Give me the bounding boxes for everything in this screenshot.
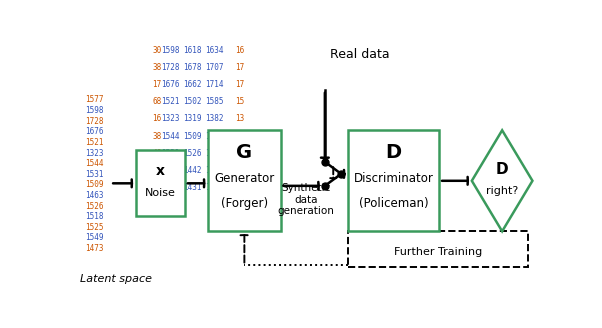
Text: 1676: 1676 <box>161 80 179 89</box>
Text: (Policeman): (Policeman) <box>359 196 429 210</box>
Text: 1519: 1519 <box>205 132 223 140</box>
Text: 16: 16 <box>152 114 161 123</box>
Text: 1526: 1526 <box>85 201 104 211</box>
Text: 1676: 1676 <box>85 127 104 136</box>
Text: 15: 15 <box>235 132 244 140</box>
Text: 1618: 1618 <box>183 46 201 55</box>
Polygon shape <box>472 130 533 231</box>
Text: 17: 17 <box>235 63 244 72</box>
Text: 1521: 1521 <box>161 97 179 106</box>
Text: 1544: 1544 <box>85 159 104 168</box>
Text: 1526: 1526 <box>183 149 201 158</box>
Text: 1714: 1714 <box>205 80 223 89</box>
Text: Generator: Generator <box>214 172 275 185</box>
Text: 17: 17 <box>152 80 161 89</box>
Text: 1473: 1473 <box>85 244 104 253</box>
Text: 1504: 1504 <box>205 166 223 175</box>
Text: 1509: 1509 <box>85 180 104 189</box>
Text: 1509: 1509 <box>183 132 201 140</box>
Text: 1433: 1433 <box>205 183 223 192</box>
Text: 1463: 1463 <box>161 183 179 192</box>
Text: D: D <box>386 143 402 162</box>
Text: Real data: Real data <box>329 48 389 61</box>
Text: (Forger): (Forger) <box>221 196 268 210</box>
Text: 1502: 1502 <box>183 97 201 106</box>
Text: 1728: 1728 <box>161 63 179 72</box>
Text: 1577: 1577 <box>85 95 104 105</box>
Text: 42: 42 <box>152 166 161 175</box>
Text: 1598: 1598 <box>161 46 179 55</box>
Text: 1509: 1509 <box>161 166 179 175</box>
Text: Latent space: Latent space <box>80 274 152 284</box>
FancyBboxPatch shape <box>348 130 439 231</box>
Text: 83: 83 <box>152 183 161 192</box>
Text: 38: 38 <box>152 63 161 72</box>
Text: right?: right? <box>486 186 518 196</box>
Text: x: x <box>156 164 165 178</box>
Text: 15: 15 <box>235 166 244 175</box>
Text: 1319: 1319 <box>183 114 201 123</box>
Text: 14: 14 <box>235 183 244 192</box>
Text: 13: 13 <box>235 114 244 123</box>
Text: 1382: 1382 <box>205 114 223 123</box>
Text: 1662: 1662 <box>183 80 201 89</box>
Text: 1549: 1549 <box>85 234 104 242</box>
Text: 46: 46 <box>152 149 161 158</box>
Text: 1518: 1518 <box>85 212 104 221</box>
Text: 1585: 1585 <box>205 97 223 106</box>
Text: 1728: 1728 <box>85 117 104 126</box>
Text: 15: 15 <box>235 97 244 106</box>
Text: 1528: 1528 <box>205 149 223 158</box>
Text: 1634: 1634 <box>205 46 223 55</box>
Text: 1323: 1323 <box>161 114 179 123</box>
Text: Further Training: Further Training <box>394 247 482 256</box>
Text: 1707: 1707 <box>205 63 223 72</box>
Text: 1463: 1463 <box>85 191 104 200</box>
Text: 1521: 1521 <box>85 138 104 147</box>
Text: D: D <box>496 162 509 177</box>
Text: 1525: 1525 <box>85 223 104 232</box>
Text: 38: 38 <box>152 132 161 140</box>
Text: Noise: Noise <box>145 188 176 198</box>
FancyBboxPatch shape <box>136 151 185 216</box>
Text: 1323: 1323 <box>85 149 104 157</box>
Text: 17: 17 <box>235 80 244 89</box>
Text: 1431: 1431 <box>183 183 201 192</box>
Text: 1678: 1678 <box>183 63 201 72</box>
Text: 16: 16 <box>235 149 244 158</box>
FancyBboxPatch shape <box>208 130 281 231</box>
Text: 1531: 1531 <box>161 149 179 158</box>
Text: G: G <box>237 143 252 162</box>
Text: 68: 68 <box>152 97 161 106</box>
Text: 16: 16 <box>235 46 244 55</box>
Text: 1442: 1442 <box>183 166 201 175</box>
Text: 1531: 1531 <box>85 170 104 179</box>
Text: 1544: 1544 <box>161 132 179 140</box>
Text: Synthetic
data
generation: Synthetic data generation <box>278 183 335 216</box>
Text: 30: 30 <box>152 46 161 55</box>
Text: 1598: 1598 <box>85 106 104 115</box>
Text: Discriminator: Discriminator <box>354 172 433 185</box>
